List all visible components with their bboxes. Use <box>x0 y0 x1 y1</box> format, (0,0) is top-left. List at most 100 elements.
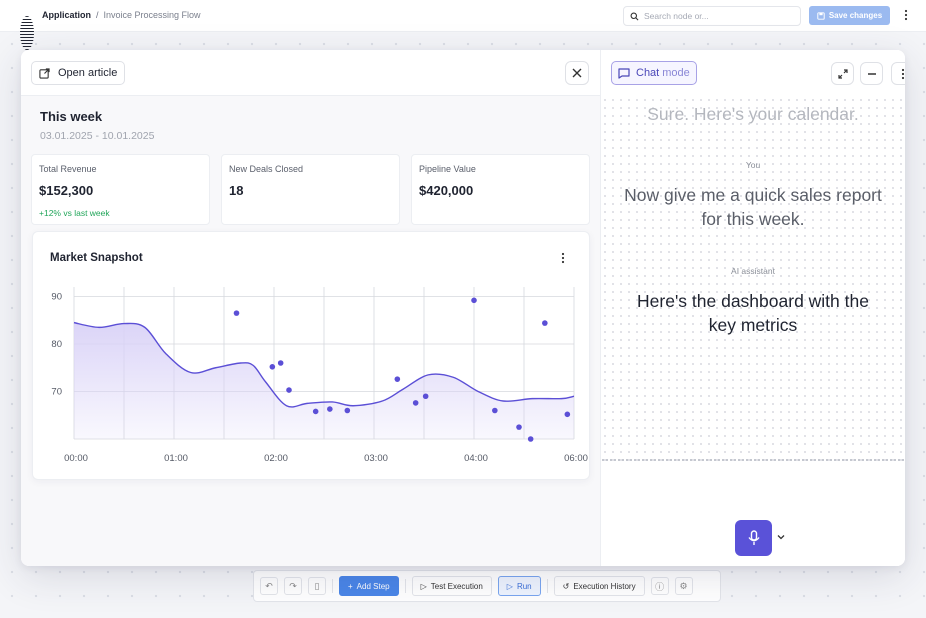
scatter-point <box>394 376 401 382</box>
breadcrumb-flow: Invoice Processing Flow <box>103 10 201 20</box>
execution-history-button[interactable]: ↺ Execution History <box>553 576 645 596</box>
execution-history-label: Execution History <box>573 581 636 591</box>
chevron-down-icon[interactable] <box>776 532 786 542</box>
microphone-button[interactable] <box>735 520 772 556</box>
pane-divider <box>600 50 601 566</box>
run-label: Run <box>516 581 532 591</box>
save-changes-button[interactable]: Save changes <box>809 6 890 25</box>
x-tick-label: 06:00 <box>564 453 588 464</box>
ai-message: Here's the dashboard with the key metric… <box>637 291 869 335</box>
scatter-point <box>277 360 284 366</box>
history-icon: ↺ <box>562 581 570 591</box>
y-tick-label: 70 <box>51 387 62 398</box>
scatter-point <box>422 393 429 400</box>
market-snapshot-chart: 70 80 90 00:00 01:00 02:00 03:00 04:00 06:00 <box>51 287 588 464</box>
scatter-point <box>471 297 477 304</box>
scatter-point <box>527 436 534 442</box>
scatter-point <box>286 387 292 393</box>
open-article-button[interactable]: Open article <box>31 61 126 85</box>
x-tick-label: 00:00 <box>64 453 88 464</box>
kpi-label: Total Revenue <box>39 164 97 174</box>
expand-button[interactable] <box>831 62 854 85</box>
chat-mode-button[interactable]: Chat mode <box>611 61 697 85</box>
chat-more-button[interactable] <box>891 62 905 85</box>
bottom-toolbar: ↶ ↷ ▯ + Add Step ▷ Test Execution ▷ Run … <box>253 570 721 602</box>
y-tick-label: 80 <box>51 339 62 350</box>
scatter-point <box>344 407 351 414</box>
x-tick-label: 02:00 <box>264 453 288 464</box>
add-step-button[interactable]: + Add Step <box>339 576 399 596</box>
external-link-icon <box>39 67 50 79</box>
previous-ai-message: Sure. Here's your calendar. <box>647 104 859 124</box>
add-step-label: Add Step <box>356 581 390 591</box>
kpi-card-new-deals: New Deals Closed 18 <box>221 154 400 225</box>
kpi-card-pipeline-value: Pipeline Value $420,000 <box>411 154 590 225</box>
kebab-icon <box>901 68 904 79</box>
article-modal: Open article This week 03.01.2025 - 10.0… <box>21 50 905 566</box>
test-execution-label: Test Execution <box>430 581 483 591</box>
minimize-button[interactable] <box>860 62 883 85</box>
chat-divider <box>601 459 905 461</box>
dashboard-header: Open article <box>21 50 600 96</box>
kpi-value: $420,000 <box>419 183 474 198</box>
search-input[interactable] <box>644 11 794 21</box>
market-snapshot-card: Market Snapshot 70 80 90 00:00 01:00 02:00 03:… <box>32 231 590 480</box>
chat-bubble-icon <box>618 67 630 79</box>
scatter-point <box>516 424 522 430</box>
save-changes-label: Save changes <box>828 11 883 20</box>
search-box[interactable] <box>623 6 801 26</box>
chat-header: Chat mode <box>601 50 905 96</box>
scatter-point <box>564 411 571 418</box>
week-title: This week <box>40 109 103 124</box>
document-icon[interactable]: ▯ <box>308 577 326 595</box>
scatter-point <box>412 400 419 406</box>
test-execution-button[interactable]: ▷ Test Execution <box>411 576 492 596</box>
settings-gear-icon[interactable]: ⚙ <box>674 577 693 595</box>
toolbar-divider <box>546 579 548 593</box>
user-speaker-label: You <box>745 160 761 170</box>
redo-icon[interactable]: ↷ <box>284 577 302 595</box>
expand-icon <box>837 68 848 79</box>
breadcrumb-app[interactable]: Application <box>42 10 91 20</box>
top-bar: Application / Invoice Processing Flow Sa… <box>0 0 926 32</box>
run-button[interactable]: ▷ Run <box>497 576 541 596</box>
user-message: Now give me a quick sales report for thi… <box>624 185 882 229</box>
microphone-icon <box>747 530 760 545</box>
undo-icon[interactable]: ↶ <box>260 577 278 595</box>
kpi-label: Pipeline Value <box>419 164 476 174</box>
kpi-value: 18 <box>229 183 244 198</box>
toolbar-divider <box>332 579 333 593</box>
series-line <box>73 321 575 408</box>
chat-pane: Chat mode Sure. Here's your calendar. You… <box>601 50 905 566</box>
breadcrumb-separator: / <box>96 10 99 20</box>
x-tick-label: 04:00 <box>464 453 488 464</box>
area-fill <box>74 322 574 439</box>
chat-mode-label: Chat <box>636 67 660 79</box>
y-tick-label: 90 <box>51 292 62 303</box>
chart-menu-icon[interactable] <box>558 252 568 266</box>
kpi-delta: +12% vs last week <box>39 208 110 218</box>
scatter-point <box>269 364 276 370</box>
close-button[interactable] <box>565 61 589 85</box>
kpi-label: New Deals Closed <box>229 164 304 174</box>
scatter-point <box>542 320 548 326</box>
minimize-icon <box>867 72 876 75</box>
info-icon[interactable]: ⓘ <box>650 577 669 595</box>
search-icon <box>630 12 639 20</box>
chat-mode-suffix: mode <box>662 67 690 79</box>
play-outline-icon: ▷ <box>420 581 427 591</box>
toolbar-divider <box>404 579 406 593</box>
breadcrumb: Application / Invoice Processing Flow <box>42 10 201 20</box>
chart-title: Market Snapshot <box>50 252 143 264</box>
app-logo-icon <box>20 16 34 50</box>
x-tick-label: 03:00 <box>364 453 388 464</box>
dashboard-pane: Open article This week 03.01.2025 - 10.0… <box>21 50 600 566</box>
scatter-point <box>233 310 240 316</box>
x-tick-label: 01:00 <box>164 453 188 464</box>
open-article-label: Open article <box>58 67 118 79</box>
plus-icon: + <box>348 581 353 591</box>
week-date-range: 03.01.2025 - 10.01.2025 <box>40 130 155 142</box>
chat-transcript[interactable]: Sure. Here's your calendar. You Now give… <box>601 96 905 461</box>
play-icon: ▷ <box>506 581 513 591</box>
more-options-icon[interactable] <box>900 9 912 23</box>
